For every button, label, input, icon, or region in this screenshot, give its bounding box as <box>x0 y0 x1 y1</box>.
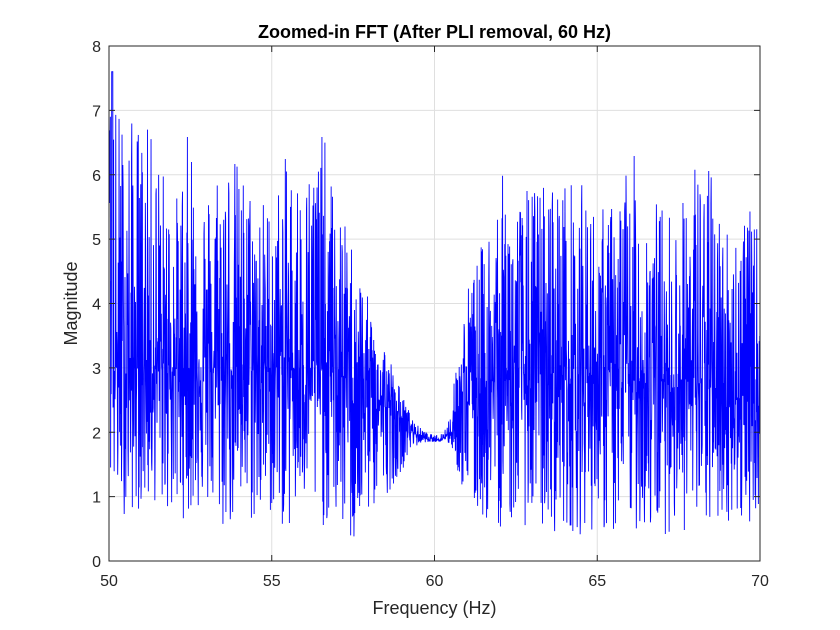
chart-title: Zoomed-in FFT (After PLI removal, 60 Hz) <box>258 22 611 42</box>
x-tick-label: 55 <box>263 573 281 590</box>
x-tick-label: 60 <box>426 573 444 590</box>
y-tick-label: 2 <box>92 425 101 442</box>
y-tick-label: 6 <box>92 168 101 185</box>
x-axis-label: Frequency (Hz) <box>372 598 496 618</box>
x-tick-label: 50 <box>100 573 118 590</box>
y-tick-label: 0 <box>92 554 101 571</box>
y-tick-label: 8 <box>92 39 101 56</box>
y-tick-label: 7 <box>92 103 101 120</box>
x-tick-label: 65 <box>588 573 606 590</box>
fft-series-line <box>108 71 761 537</box>
y-tick-label: 3 <box>92 361 101 378</box>
series-layer <box>108 71 761 537</box>
tick-layer: 50 55 60 65 70 0 1 2 3 4 5 6 7 8 <box>92 39 769 590</box>
x-tick-label: 70 <box>751 573 769 590</box>
y-axis-label: Magnitude <box>61 261 81 345</box>
y-tick-label: 1 <box>92 490 101 507</box>
y-tick-label: 4 <box>92 297 101 314</box>
y-tick-label: 5 <box>92 232 101 249</box>
